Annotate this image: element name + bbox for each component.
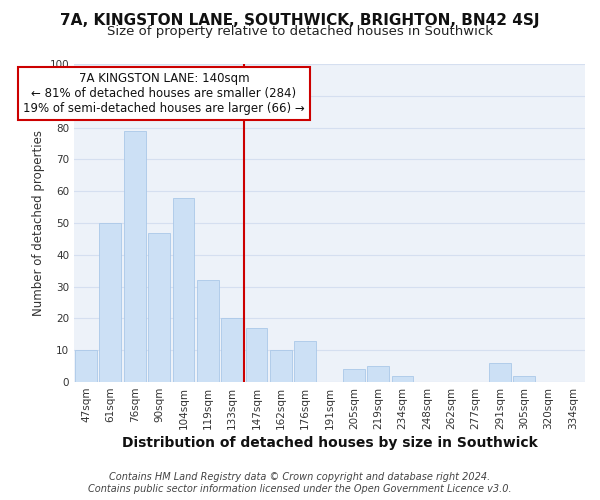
- Bar: [245, 328, 268, 382]
- Bar: [100, 223, 121, 382]
- Bar: [197, 280, 219, 382]
- Bar: [148, 232, 170, 382]
- Bar: [124, 131, 146, 382]
- Bar: [489, 363, 511, 382]
- Bar: [294, 340, 316, 382]
- Bar: [513, 376, 535, 382]
- Bar: [75, 350, 97, 382]
- Bar: [392, 376, 413, 382]
- Bar: [367, 366, 389, 382]
- Text: 7A, KINGSTON LANE, SOUTHWICK, BRIGHTON, BN42 4SJ: 7A, KINGSTON LANE, SOUTHWICK, BRIGHTON, …: [60, 12, 540, 28]
- Bar: [221, 318, 243, 382]
- Bar: [270, 350, 292, 382]
- Text: 7A KINGSTON LANE: 140sqm
← 81% of detached houses are smaller (284)
19% of semi-: 7A KINGSTON LANE: 140sqm ← 81% of detach…: [23, 72, 305, 115]
- Text: Contains HM Land Registry data © Crown copyright and database right 2024.
Contai: Contains HM Land Registry data © Crown c…: [88, 472, 512, 494]
- Bar: [343, 370, 365, 382]
- X-axis label: Distribution of detached houses by size in Southwick: Distribution of detached houses by size …: [122, 436, 538, 450]
- Text: Size of property relative to detached houses in Southwick: Size of property relative to detached ho…: [107, 25, 493, 38]
- Bar: [173, 198, 194, 382]
- Y-axis label: Number of detached properties: Number of detached properties: [32, 130, 45, 316]
